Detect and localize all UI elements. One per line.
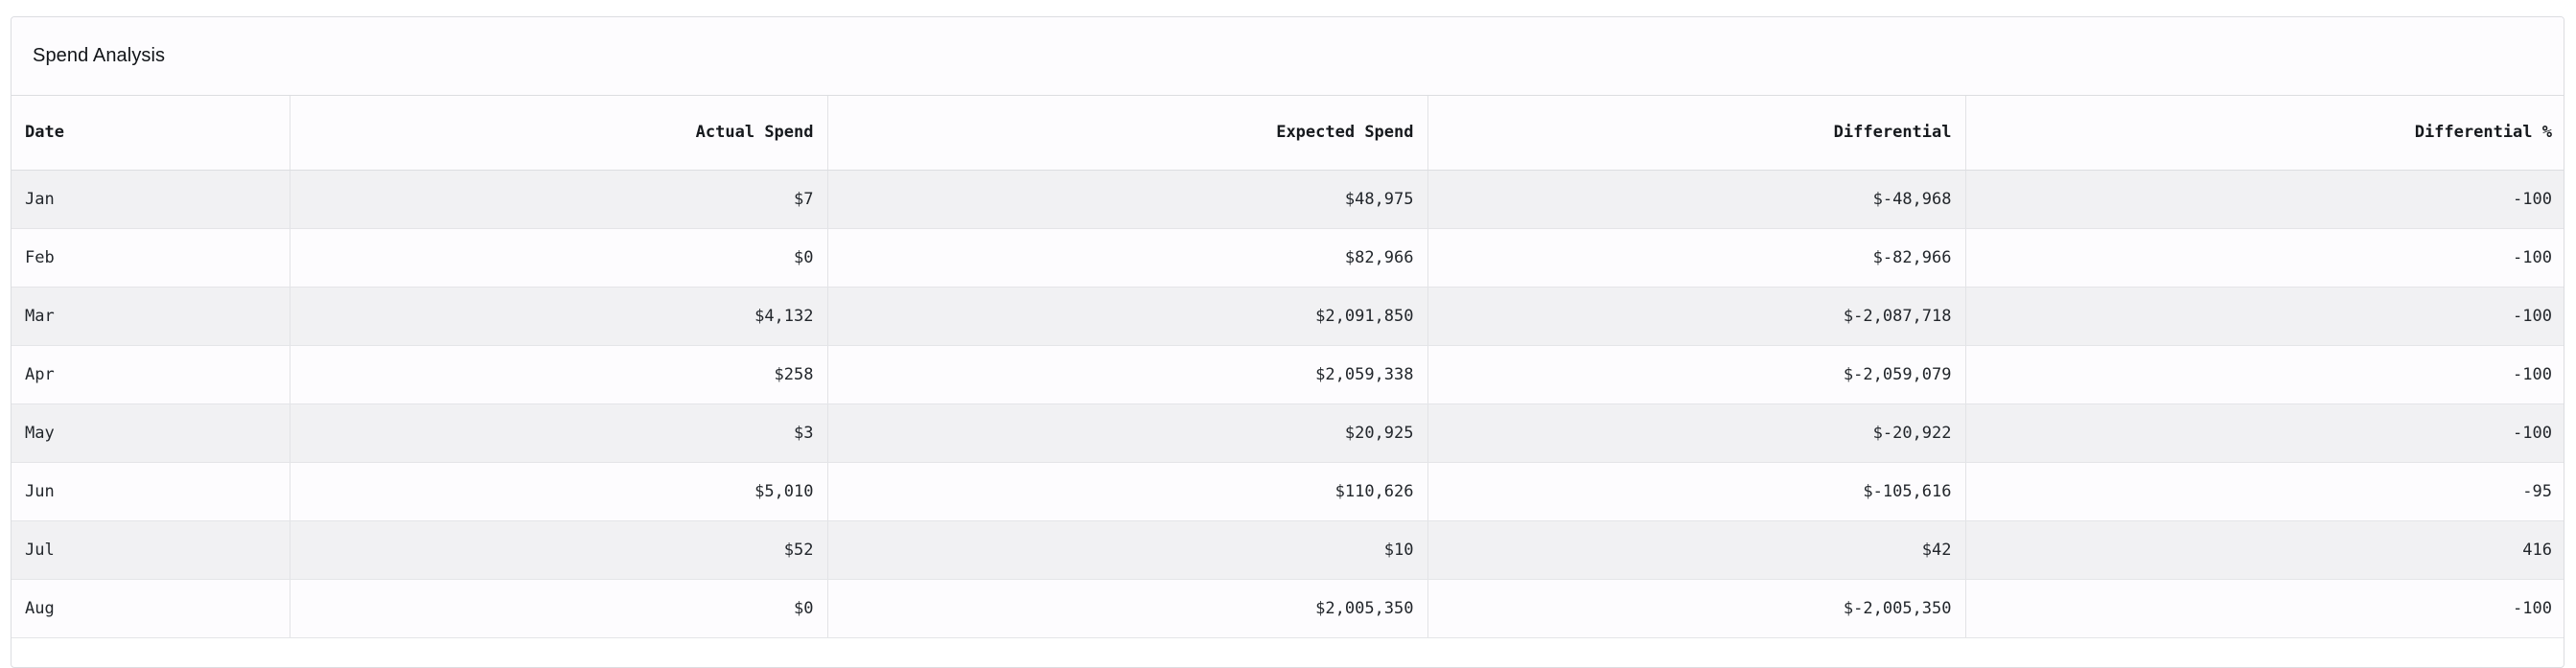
table-row: Jan $7 $48,975 $-48,968 -100: [12, 170, 2564, 229]
cell-date: Aug: [12, 579, 290, 638]
table-row: Aug $0 $2,005,350 $-2,005,350 -100: [12, 579, 2564, 638]
table-row: Jul $52 $10 $42 416: [12, 520, 2564, 580]
cell-differential-pct: -100: [1965, 170, 2564, 229]
column-header-actual-spend[interactable]: Actual Spend: [290, 96, 828, 171]
table-body: Jan $7 $48,975 $-48,968 -100 Feb $0 $82,…: [12, 170, 2564, 638]
cell-actual-spend: $258: [290, 345, 828, 404]
cell-expected-spend: $2,091,850: [827, 287, 1428, 346]
cell-differential: $-105,616: [1427, 462, 1966, 521]
header-row: Date Actual Spend Expected Spend Differe…: [12, 96, 2564, 171]
cell-actual-spend: $3: [290, 403, 828, 463]
cell-expected-spend: $2,005,350: [827, 579, 1428, 638]
cell-differential: $-2,087,718: [1427, 287, 1966, 346]
cell-differential-pct: 416: [1965, 520, 2564, 580]
cell-actual-spend: $52: [290, 520, 828, 580]
cell-differential: $-2,005,350: [1427, 579, 1966, 638]
column-header-differential-pct[interactable]: Differential %: [1965, 96, 2564, 171]
cell-expected-spend: $48,975: [827, 170, 1428, 229]
table-row: May $3 $20,925 $-20,922 -100: [12, 403, 2564, 463]
cell-differential: $-2,059,079: [1427, 345, 1966, 404]
table-row: Feb $0 $82,966 $-82,966 -100: [12, 228, 2564, 288]
table-row: Mar $4,132 $2,091,850 $-2,087,718 -100: [12, 287, 2564, 346]
cell-differential-pct: -100: [1965, 579, 2564, 638]
cell-expected-spend: $110,626: [827, 462, 1428, 521]
table-row: Jun $5,010 $110,626 $-105,616 -95: [12, 462, 2564, 521]
cell-differential: $-48,968: [1427, 170, 1966, 229]
cell-date: Jul: [12, 520, 290, 580]
cell-differential-pct: -100: [1965, 228, 2564, 288]
cell-differential: $42: [1427, 520, 1966, 580]
cell-expected-spend: $82,966: [827, 228, 1428, 288]
table-row: Apr $258 $2,059,338 $-2,059,079 -100: [12, 345, 2564, 404]
cell-date: Jun: [12, 462, 290, 521]
cell-differential: $-20,922: [1427, 403, 1966, 463]
column-header-date[interactable]: Date: [12, 96, 290, 171]
column-header-expected-spend[interactable]: Expected Spend: [827, 96, 1428, 171]
cell-differential-pct: -100: [1965, 345, 2564, 404]
cell-date: Jan: [12, 170, 290, 229]
cell-date: Mar: [12, 287, 290, 346]
cell-actual-spend: $5,010: [290, 462, 828, 521]
cell-actual-spend: $7: [290, 170, 828, 229]
cell-expected-spend: $20,925: [827, 403, 1428, 463]
cell-date: Apr: [12, 345, 290, 404]
cell-differential-pct: -95: [1965, 462, 2564, 521]
cell-actual-spend: $0: [290, 228, 828, 288]
column-header-differential[interactable]: Differential: [1427, 96, 1966, 171]
spend-analysis-panel: Spend Analysis Date Actual Spend Expecte…: [11, 16, 2564, 668]
cell-actual-spend: $4,132: [290, 287, 828, 346]
cell-differential-pct: -100: [1965, 403, 2564, 463]
cell-differential-pct: -100: [1965, 287, 2564, 346]
cell-differential: $-82,966: [1427, 228, 1966, 288]
spend-table: Date Actual Spend Expected Spend Differe…: [12, 96, 2564, 638]
cell-date: Feb: [12, 228, 290, 288]
cell-expected-spend: $2,059,338: [827, 345, 1428, 404]
cell-expected-spend: $10: [827, 520, 1428, 580]
cell-actual-spend: $0: [290, 579, 828, 638]
panel-header: Spend Analysis: [12, 17, 2564, 96]
panel-title: Spend Analysis: [33, 45, 166, 66]
cell-date: May: [12, 403, 290, 463]
table-header: Date Actual Spend Expected Spend Differe…: [12, 96, 2564, 171]
